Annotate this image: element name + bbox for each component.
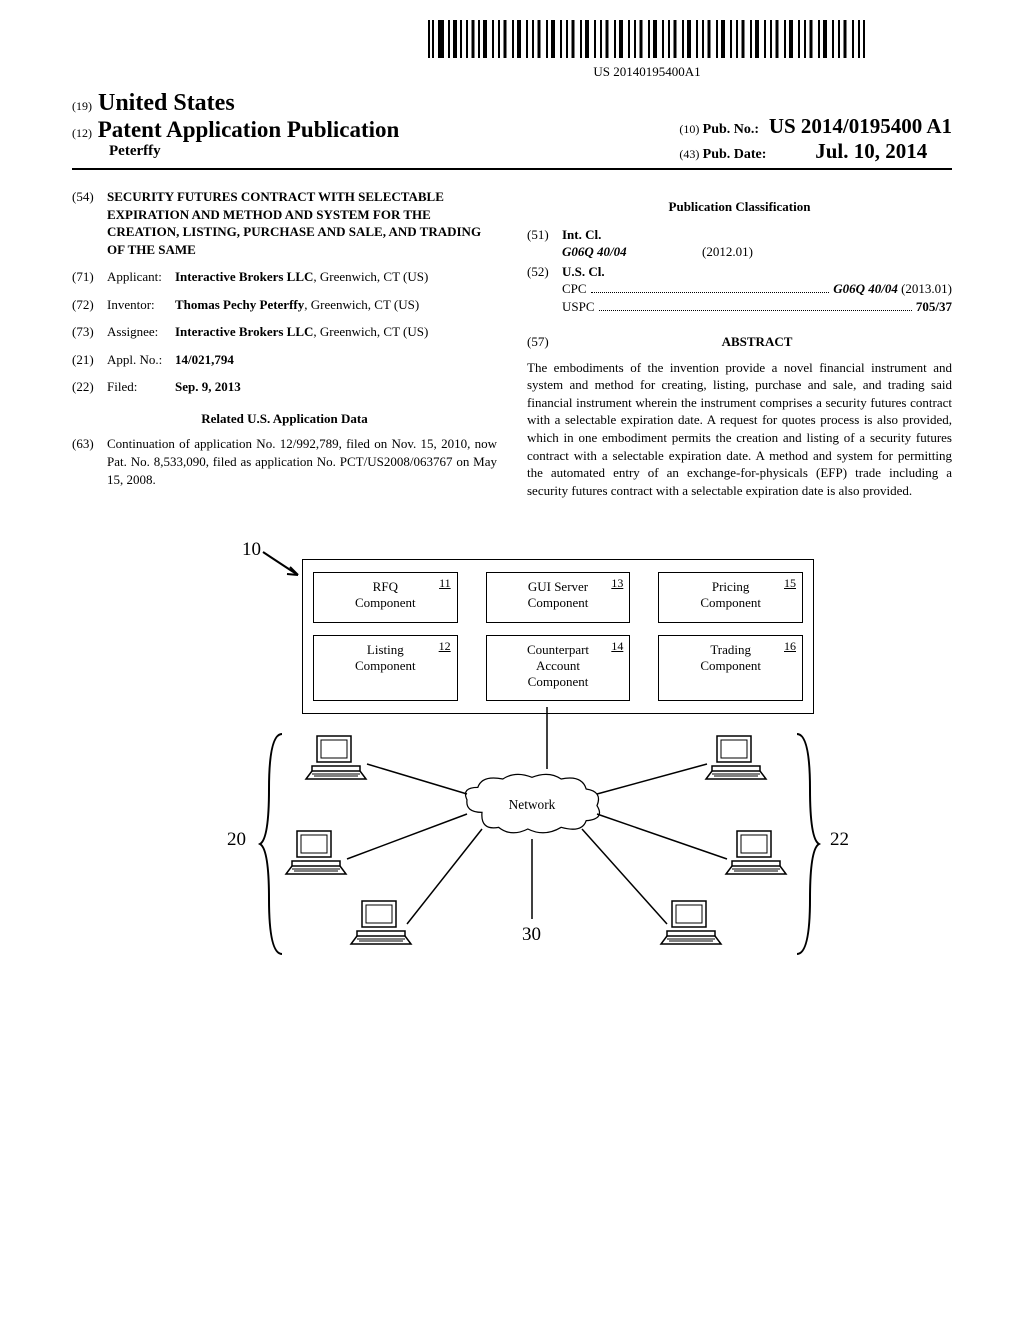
filed-code: (22) (72, 378, 107, 396)
barcode-graphic (427, 20, 867, 58)
pub-date: Jul. 10, 2014 (815, 139, 927, 163)
svg-text:Network: Network (509, 797, 556, 812)
uspc-label: USPC (562, 298, 595, 316)
continuation-text: Continuation of application No. 12/992,7… (107, 435, 497, 488)
assignee-loc: , Greenwich, CT (US) (313, 324, 428, 339)
doc-type: Patent Application Publication (98, 117, 400, 142)
uspc-value: 705/37 (916, 299, 952, 314)
applicant-loc: , Greenwich, CT (US) (313, 269, 428, 284)
applicant-label: Applicant: (107, 268, 175, 286)
barcode-number: US 20140195400A1 (342, 64, 952, 80)
code-19: (19) (72, 99, 92, 113)
uscl-code: (52) (527, 263, 562, 281)
intcl-label: Int. Cl. (562, 227, 601, 242)
connector-grid-cloud (542, 707, 552, 777)
network-cloud: Network (457, 769, 607, 839)
patent-figure: 10 11 RFQ Component 13 GUI Server Compon… (172, 539, 852, 969)
ref-20: 20 (227, 829, 246, 851)
applicant-name: Interactive Brokers LLC (175, 269, 313, 284)
component-pricing: 15 Pricing Component (658, 572, 803, 623)
cpc-value: G06Q 40/04 (833, 281, 898, 296)
component-counterpart: 14 Counterpart Account Component (486, 635, 631, 702)
brace-left (257, 729, 287, 959)
invention-title: SECURITY FUTURES CONTRACT WITH SELECTABL… (107, 188, 497, 258)
component-listing: 12 Listing Component (313, 635, 458, 702)
intcl-date: (2012.01) (702, 243, 753, 261)
computer-icon (302, 734, 372, 794)
inventor-code: (72) (72, 296, 107, 314)
inventor-label: Inventor: (107, 296, 175, 314)
applno-code: (21) (72, 351, 107, 369)
cpc-label: CPC (562, 280, 587, 298)
assignee-label: Assignee: (107, 323, 175, 341)
inventor-loc: , Greenwich, CT (US) (304, 297, 419, 312)
pubno-label: Pub. No.: (703, 122, 759, 137)
continuation-code: (63) (72, 435, 107, 488)
intcl-code: (51) (527, 226, 562, 244)
cpc-date: (2013.01) (901, 281, 952, 296)
abstract-heading: ABSTRACT (722, 334, 793, 349)
component-gui: 13 GUI Server Component (486, 572, 631, 623)
appl-no: 14/021,794 (175, 352, 234, 367)
right-column: Publication Classification (51) Int. Cl.… (527, 188, 952, 499)
component-trading: 16 Trading Component (658, 635, 803, 702)
computer-icon (722, 829, 792, 889)
intcl-class: G06Q 40/04 (562, 244, 627, 259)
inventor-surname: Peterffy (109, 143, 399, 160)
uscl-label: U.S. Cl. (562, 264, 605, 279)
country: United States (98, 90, 235, 116)
brace-right (792, 729, 822, 959)
component-grid: 11 RFQ Component 13 GUI Server Component… (302, 559, 814, 714)
ref-30: 30 (522, 924, 541, 946)
classification-heading: Publication Classification (527, 198, 952, 216)
ref-22: 22 (830, 829, 849, 851)
barcode-block: US 20140195400A1 (342, 20, 952, 80)
filed-label: Filed: (107, 378, 175, 396)
applno-label: Appl. No.: (107, 351, 175, 369)
pubdate-label: Pub. Date: (703, 147, 767, 162)
computer-icon (282, 829, 352, 889)
computer-icon (657, 899, 727, 959)
assignee-code: (73) (72, 323, 107, 341)
code-10: (10) (679, 122, 699, 136)
code-43: (43) (679, 147, 699, 161)
header: (19) United States (12) Patent Applicati… (72, 90, 952, 170)
computer-icon (347, 899, 417, 959)
left-column: (54) SECURITY FUTURES CONTRACT WITH SELE… (72, 188, 497, 499)
title-code: (54) (72, 188, 107, 258)
filed-date: Sep. 9, 2013 (175, 379, 241, 394)
abstract-code: (57) (527, 333, 562, 351)
computer-icon (702, 734, 772, 794)
related-heading: Related U.S. Application Data (72, 410, 497, 428)
inventor-name: Thomas Pechy Peterffy (175, 297, 304, 312)
abstract-text: The embodiments of the invention provide… (527, 359, 952, 499)
pub-no: US 2014/0195400 A1 (769, 114, 952, 138)
assignee-name: Interactive Brokers LLC (175, 324, 313, 339)
applicant-code: (71) (72, 268, 107, 286)
component-rfq: 11 RFQ Component (313, 572, 458, 623)
code-12: (12) (72, 126, 92, 140)
